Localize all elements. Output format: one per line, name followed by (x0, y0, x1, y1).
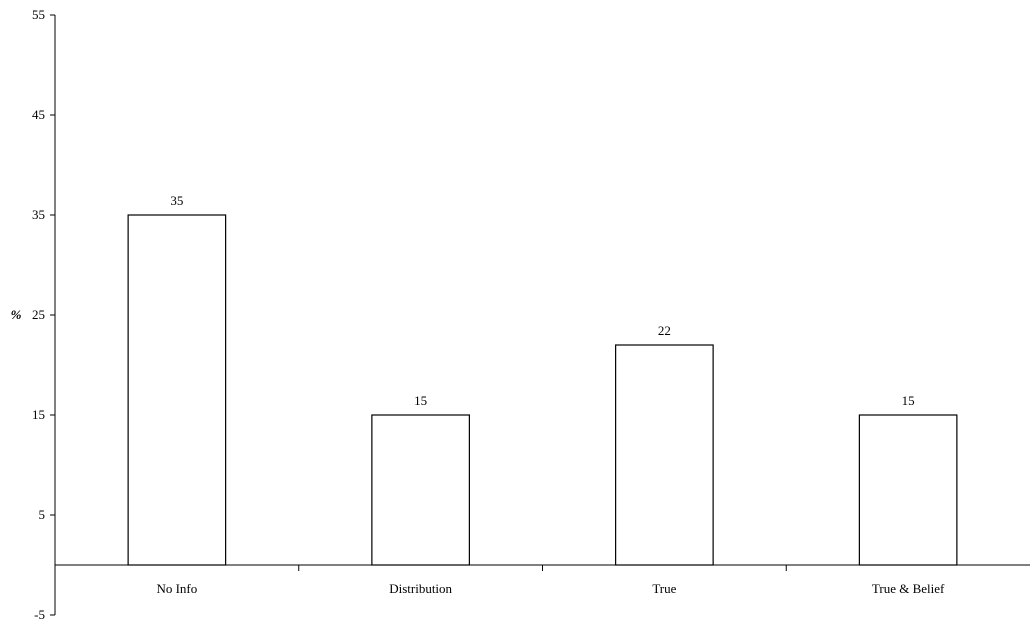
data-labels: 35 15 22 15 (170, 193, 914, 408)
y-tick-label: 15 (32, 407, 45, 422)
y-axis-label: % (11, 307, 22, 322)
bars (127, 214, 958, 566)
bar (615, 344, 714, 566)
bar (858, 414, 958, 566)
x-category-label: Distribution (389, 581, 452, 596)
y-tick-label: 45 (32, 107, 45, 122)
bar-value-label: 22 (658, 323, 671, 338)
bar-value-label: 15 (414, 393, 427, 408)
y-tick-label: -5 (34, 607, 45, 621)
x-category-label: True & Belief (872, 581, 945, 596)
y-tick-label: 55 (32, 7, 45, 22)
bar (127, 214, 227, 566)
y-tick-label: 25 (32, 307, 45, 322)
x-axis: No Info Distribution True True & Belief (55, 564, 1030, 596)
y-tick-label: 5 (39, 507, 46, 522)
bar-value-label: 35 (170, 193, 183, 208)
bar (371, 414, 470, 566)
x-category-label: No Info (156, 581, 197, 596)
y-tick-label: 35 (32, 207, 45, 222)
y-axis: -5 5 15 25 35 45 55 (32, 7, 56, 621)
bar-value-label: 15 (902, 393, 915, 408)
x-category-label: True (652, 581, 676, 596)
